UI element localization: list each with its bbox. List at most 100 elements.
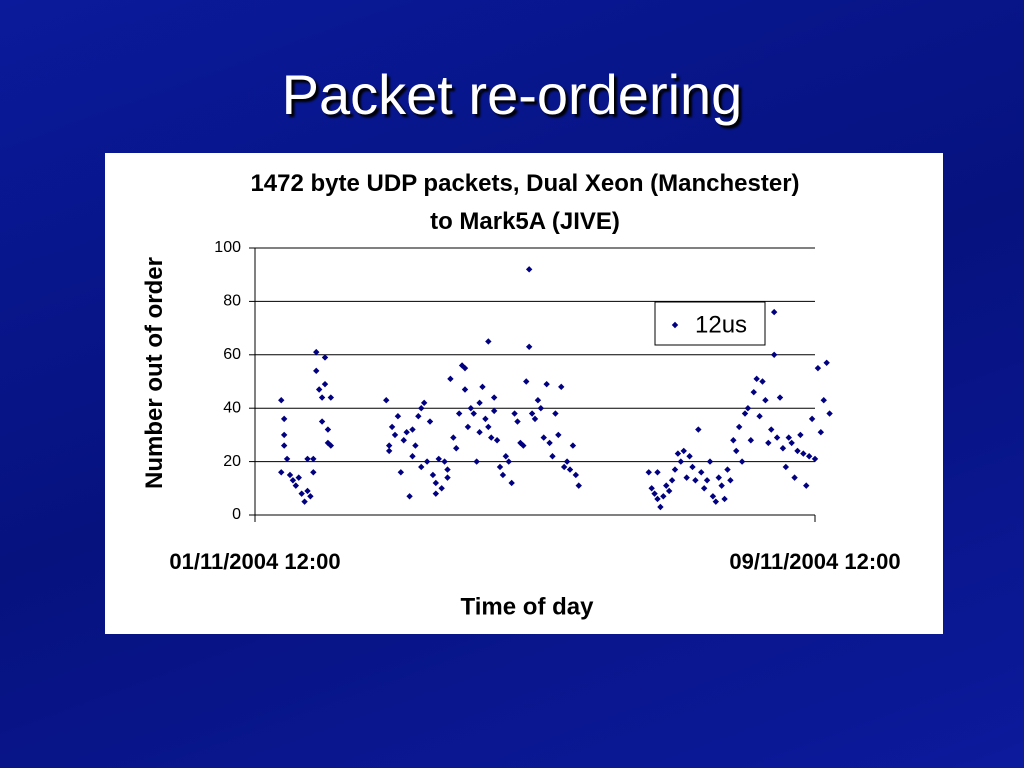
data-point (540, 434, 547, 441)
data-point (409, 426, 416, 433)
data-point (558, 383, 565, 391)
data-point (803, 482, 810, 489)
slide-title: Packet re-ordering (281, 63, 743, 126)
data-point (779, 445, 787, 452)
data-point (420, 399, 428, 407)
data-point (278, 469, 285, 476)
data-point (488, 434, 495, 441)
data-point (546, 439, 553, 447)
data-point (286, 471, 294, 479)
data-point (695, 426, 702, 433)
data-point (689, 463, 696, 471)
data-point (473, 458, 480, 465)
data-point (785, 434, 792, 441)
data-point (788, 439, 795, 447)
data-point (762, 396, 769, 404)
data-point (555, 431, 562, 439)
data-point (418, 463, 425, 471)
data-point (298, 490, 305, 497)
data-point (505, 458, 512, 465)
data-point (715, 474, 722, 481)
data-point (304, 455, 311, 463)
data-point (496, 463, 504, 471)
data-point (569, 442, 577, 449)
data-point (730, 437, 737, 444)
data-point (820, 396, 827, 404)
data-point (453, 445, 460, 452)
data-point (738, 458, 746, 465)
data-point (327, 442, 335, 449)
data-point (406, 493, 413, 500)
data-point (654, 495, 661, 503)
data-point (476, 429, 483, 436)
data-point (450, 434, 457, 441)
data-point (318, 418, 326, 425)
y-tick-label: 20 (223, 453, 241, 470)
data-point (383, 396, 390, 404)
data-point (313, 348, 320, 356)
data-point (677, 458, 685, 465)
data-point (295, 474, 302, 481)
data-point (523, 378, 530, 385)
data-point (703, 477, 711, 484)
data-point (657, 503, 664, 511)
data-point (400, 437, 407, 444)
data-point (318, 394, 326, 401)
data-point (543, 380, 550, 388)
data-point (698, 469, 705, 476)
y-tick-label: 40 (223, 399, 241, 416)
data-point (668, 477, 676, 484)
data-point (823, 359, 830, 367)
data-point (765, 439, 772, 447)
data-point (464, 423, 472, 431)
data-point (327, 394, 335, 401)
data-point (426, 418, 434, 425)
data-point (444, 466, 451, 473)
data-point (310, 455, 317, 463)
data-point (385, 447, 393, 455)
data-point (490, 394, 498, 401)
data-point (301, 498, 308, 505)
data-point (397, 469, 405, 476)
data-point (683, 474, 690, 481)
data-point (531, 415, 539, 423)
data-point (645, 469, 652, 476)
data-point (549, 453, 556, 460)
data-point (718, 482, 725, 489)
data-point (485, 423, 492, 431)
data-point (461, 386, 469, 393)
data-point (409, 453, 416, 460)
data-point (490, 407, 498, 415)
data-point (423, 458, 431, 465)
data-point (654, 469, 661, 476)
data-point (826, 410, 833, 417)
data-point (499, 471, 507, 479)
data-point (502, 453, 510, 460)
data-point (461, 364, 469, 372)
data-point (534, 396, 542, 404)
data-point (552, 410, 559, 417)
data-point (680, 447, 687, 455)
data-point (304, 487, 311, 495)
data-point (665, 487, 673, 495)
data-point (289, 477, 297, 484)
data-point (403, 429, 410, 436)
data-point (782, 463, 790, 471)
data-point (429, 471, 437, 479)
data-point (756, 413, 763, 420)
data-point (692, 477, 699, 484)
data-point (791, 474, 798, 481)
data-point (700, 485, 708, 492)
data-point (671, 466, 679, 473)
legend-label: 12us (695, 311, 747, 338)
y-tick-label: 100 (214, 239, 241, 256)
data-point (321, 380, 329, 388)
data-point (511, 410, 518, 417)
data-point (674, 450, 682, 457)
data-point (412, 442, 419, 449)
data-point (773, 434, 781, 441)
data-point (435, 455, 442, 463)
data-point (280, 415, 288, 423)
